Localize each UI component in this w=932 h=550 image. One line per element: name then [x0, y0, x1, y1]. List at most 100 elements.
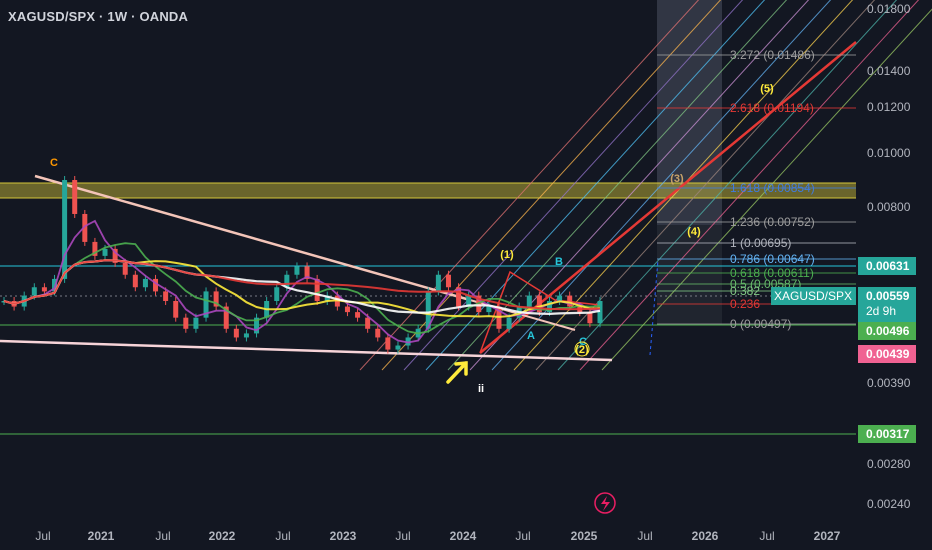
- x-axis-tick: 2021: [88, 529, 115, 543]
- candle-body: [243, 333, 249, 338]
- ma-yellow: [3, 259, 601, 318]
- candle-body: [365, 317, 371, 329]
- candle-body: [395, 345, 401, 350]
- candle-body: [284, 274, 290, 288]
- candle-body: [506, 317, 512, 329]
- price-tag-bg: [858, 322, 916, 340]
- candle-body: [557, 295, 563, 301]
- wave-label: (4): [687, 226, 701, 238]
- wave-path: [479, 270, 601, 354]
- y-axis-tick: 0.01800: [867, 2, 911, 16]
- candle-body: [546, 301, 552, 313]
- price-tag-bg: [858, 345, 916, 363]
- x-axis-tick: 2024: [450, 529, 477, 543]
- y-axis-tick: 0.00240: [867, 497, 911, 511]
- fib-level-label: 3.272 (0.01486): [730, 48, 815, 62]
- candle-body: [213, 291, 219, 307]
- candle-body: [31, 287, 37, 296]
- candle-body: [92, 241, 98, 256]
- y-axis-tick: 0.01400: [867, 64, 911, 78]
- candle-body: [203, 291, 209, 318]
- x-axis-tick: Jul: [759, 529, 774, 543]
- main-channel-line: [479, 41, 857, 354]
- fib-level-label: 0.382: [730, 284, 760, 298]
- candle-body: [355, 312, 361, 318]
- candle-body: [193, 317, 199, 329]
- wave-label: ii: [478, 383, 484, 395]
- price-tag-bg: [858, 257, 916, 275]
- candle-body: [163, 291, 169, 301]
- candle-body: [344, 306, 350, 313]
- y-axis-tick: 0.00800: [867, 200, 911, 214]
- candle-body: [486, 306, 492, 313]
- candle-body: [223, 306, 229, 329]
- lightning-icon: [594, 492, 616, 514]
- candle-body: [567, 295, 573, 307]
- x-axis-tick: 2022: [209, 529, 236, 543]
- candle-body: [597, 301, 603, 324]
- candle-body: [122, 262, 128, 275]
- candle-body: [405, 337, 411, 346]
- y-axis-tick: 0.01000: [867, 146, 911, 160]
- symbol-tag: [771, 287, 856, 305]
- candle-body: [304, 266, 310, 279]
- candle-body: [153, 278, 159, 292]
- candle-body: [41, 287, 47, 292]
- x-axis-tick: Jul: [275, 529, 290, 543]
- lower-trendline: [0, 339, 613, 362]
- price-tag-value: 0.00559: [866, 289, 910, 303]
- candle-body: [435, 274, 441, 292]
- candle-body: [536, 295, 542, 313]
- x-axis-tick: Jul: [35, 529, 50, 543]
- x-axis-tick: 2027: [814, 529, 841, 543]
- wave-label: B: [555, 256, 563, 268]
- x-axis-tick: Jul: [515, 529, 530, 543]
- wave-label: (3): [670, 173, 684, 185]
- x-axis-tick: 2023: [330, 529, 357, 543]
- candle-body: [385, 337, 391, 350]
- price-tag-value: 0.00439: [866, 347, 910, 361]
- candle-body: [142, 278, 148, 288]
- price-tag-value: 0.00317: [866, 427, 910, 441]
- candle-body: [466, 295, 472, 307]
- candle-body: [173, 301, 179, 318]
- descending-trendline: [34, 174, 471, 302]
- fib-level-label: 0.786 (0.00647): [730, 252, 815, 266]
- price-tag-value: 0.00631: [866, 259, 910, 273]
- price-tag-bg: [858, 287, 916, 323]
- x-axis-tick: 2026: [692, 529, 719, 543]
- y-axis-tick: 0.01200: [867, 100, 911, 114]
- wave-2-circle: [574, 341, 590, 357]
- fib-channel-line: [601, 8, 932, 371]
- wave-label: (2): [575, 344, 589, 356]
- candle-body: [526, 295, 532, 307]
- fib-level-label: 1.618 (0.00854): [730, 181, 815, 195]
- candle-body: [102, 248, 108, 256]
- fib-level-label: 0.618 (0.00611): [730, 266, 814, 280]
- ma-purple: [3, 219, 601, 344]
- wave-label: (1): [500, 249, 514, 261]
- candle-body: [82, 213, 88, 242]
- x-axis-tick: Jul: [155, 529, 170, 543]
- fib-level-label: 0 (0.00497): [730, 317, 791, 331]
- fib-level-label: 2.618 (0.01194): [730, 101, 814, 115]
- candle-body: [254, 317, 260, 334]
- candle-body: [587, 312, 593, 324]
- candle-body: [72, 180, 78, 214]
- candle-body: [294, 266, 300, 275]
- price-tag-value: 0.00496: [866, 324, 910, 338]
- fib-channel-line: [359, 0, 700, 371]
- wave-label: C: [50, 157, 58, 169]
- fib-channel-line: [579, 0, 920, 371]
- fib-level-label: 1.236 (0.00752): [730, 215, 815, 229]
- candle-body: [456, 287, 462, 307]
- candle-body: [112, 248, 118, 263]
- fib-level-label: 1 (0.00695): [730, 236, 791, 250]
- fib-channel-line: [557, 0, 898, 371]
- candle-body: [233, 328, 239, 338]
- arrow-icon: [446, 361, 468, 384]
- candle-body: [62, 180, 68, 279]
- price-tag-bg: [858, 425, 916, 443]
- wave-label: (5): [760, 83, 774, 95]
